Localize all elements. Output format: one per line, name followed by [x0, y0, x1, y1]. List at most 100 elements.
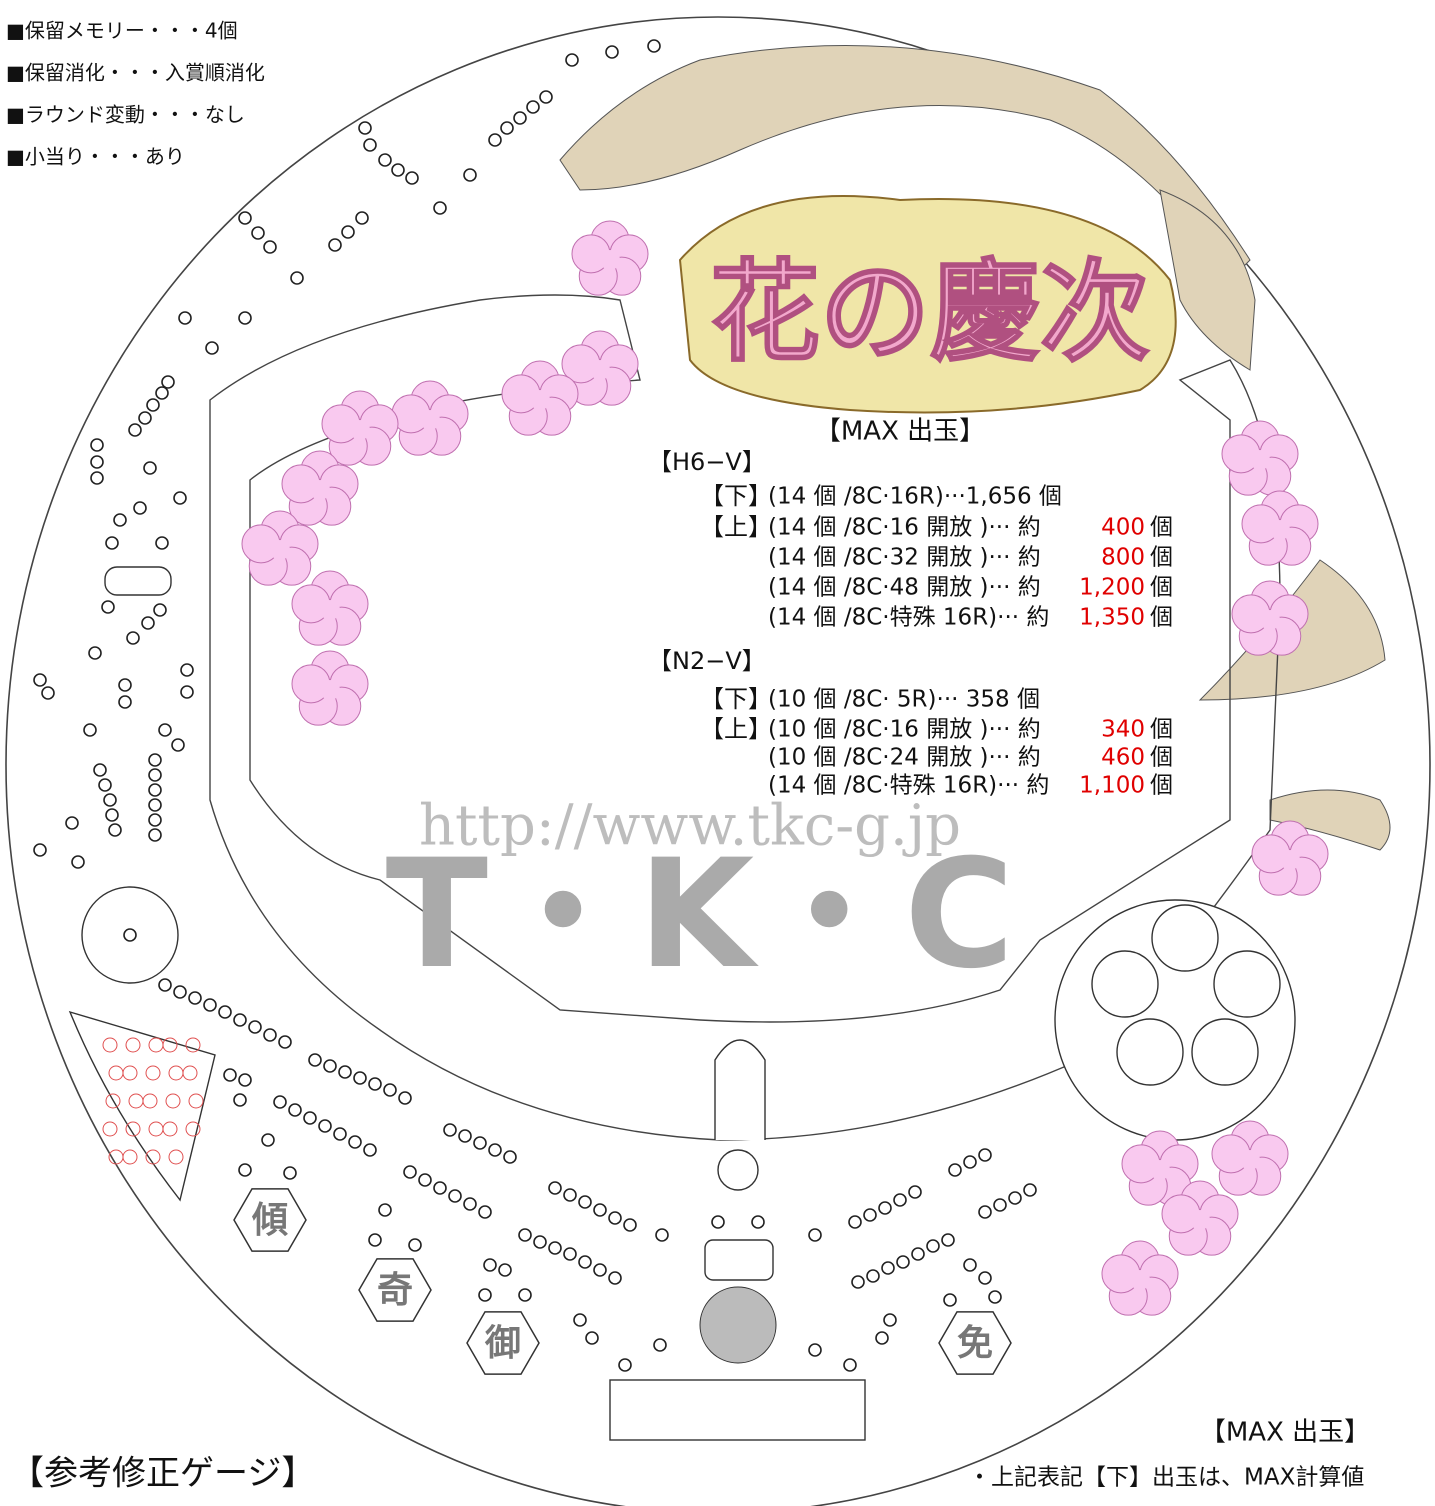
pin	[378, 153, 392, 167]
pin	[433, 201, 447, 215]
row-value: 460	[1101, 745, 1145, 771]
petal-core	[1280, 850, 1300, 870]
pin	[123, 928, 137, 942]
mini-blossom	[102, 1037, 118, 1053]
pin	[573, 1313, 587, 1327]
pin	[593, 1203, 607, 1217]
pin	[133, 501, 147, 515]
info-item: ■小当り・・・あり	[6, 145, 185, 169]
petal-core	[530, 390, 550, 410]
pin	[593, 1263, 607, 1277]
pin	[113, 513, 127, 527]
pin	[90, 471, 104, 485]
pin	[108, 823, 122, 837]
pin	[238, 211, 252, 225]
pin	[539, 90, 553, 104]
badge-hex	[233, 1188, 307, 1252]
pin	[988, 1290, 1002, 1304]
pin	[288, 1103, 302, 1117]
pin	[963, 1155, 977, 1169]
row-label: 【上】	[700, 715, 772, 743]
watermark-url: http://www.tkc-g.jp	[419, 794, 961, 859]
pin	[118, 678, 132, 692]
mini-blossom	[162, 1121, 178, 1137]
pin	[126, 631, 140, 645]
pin	[647, 39, 661, 53]
petal-core	[270, 540, 290, 560]
pin	[378, 1203, 392, 1217]
frame-part	[1159, 189, 1256, 371]
pin	[893, 1193, 907, 1207]
board-outline	[5, 16, 1431, 1506]
pin	[338, 1065, 352, 1079]
mini-blossom	[162, 1037, 178, 1053]
mini-blossom	[145, 1149, 161, 1165]
pin	[290, 271, 304, 285]
mini-blossom	[165, 1093, 181, 1109]
row-label: 【上】	[700, 513, 772, 541]
logo-frame	[678, 195, 1177, 414]
pin	[148, 768, 162, 782]
panel-title: 【MAX 出玉】	[815, 417, 985, 447]
pin	[483, 1258, 497, 1272]
pin	[171, 738, 185, 752]
pin	[548, 1241, 562, 1255]
pin	[90, 438, 104, 452]
pin	[328, 238, 342, 252]
petal-core	[1190, 1210, 1210, 1230]
mini-blossom	[182, 1065, 198, 1081]
watermark-brand: T・K・C	[386, 828, 1015, 1002]
pin	[148, 813, 162, 827]
pin	[143, 461, 157, 475]
notes: ・上記表記【下】出玉は、MAX計算値	[968, 1465, 1364, 1491]
pin	[943, 1293, 957, 1307]
info-item: ■ラウンド変動・・・なし	[6, 103, 245, 127]
note-title: 【MAX 出玉】	[1200, 1418, 1370, 1448]
pin	[233, 1093, 247, 1107]
pin	[473, 1136, 487, 1150]
row-unit: 個	[1150, 575, 1173, 601]
pin	[263, 1028, 277, 1042]
pin	[173, 985, 187, 999]
pin	[585, 1331, 599, 1345]
row-unit: 個	[1150, 773, 1173, 799]
pin	[863, 1208, 877, 1222]
pin	[488, 133, 502, 147]
info-list: ■保留メモリー・・・4個 ■保留消化・・・入賞順消化 ■ラウンド変動・・・なし ■小当…	[6, 19, 265, 169]
pin	[173, 491, 187, 505]
pin	[368, 1233, 382, 1247]
center-frame	[209, 294, 1281, 1141]
pin	[978, 1271, 992, 1285]
pin	[341, 225, 355, 239]
row-unit: 個	[1150, 717, 1173, 743]
pin	[128, 423, 142, 437]
pin	[105, 536, 119, 550]
mini-blossom	[125, 1037, 141, 1053]
pin	[348, 1135, 362, 1149]
pin	[518, 1228, 532, 1242]
pin	[478, 1205, 492, 1219]
pin	[463, 168, 477, 182]
frame-part	[1269, 789, 1391, 851]
pin	[273, 1095, 287, 1109]
pin	[238, 1163, 252, 1177]
pin	[308, 1053, 322, 1067]
info-item: ■保留消化・・・入賞順消化	[6, 61, 265, 85]
windmill-slot	[1116, 1018, 1184, 1086]
attacker	[704, 1239, 774, 1281]
pin	[363, 1143, 377, 1157]
row-text: (14 個 /8C·特殊 16R)··· 約	[768, 605, 1049, 631]
pin	[391, 163, 405, 177]
pin	[433, 1181, 447, 1195]
pin	[158, 978, 172, 992]
pin	[878, 1201, 892, 1215]
petal-core	[350, 420, 370, 440]
pin	[655, 1228, 669, 1242]
pin	[138, 411, 152, 425]
row-text: (10 個 /8C· 5R)··· 358 個	[768, 687, 1040, 713]
petal-core	[1250, 450, 1270, 470]
badges: 傾奇御 免	[233, 1188, 1012, 1375]
pin	[205, 341, 219, 355]
pin	[578, 1195, 592, 1209]
pin	[103, 793, 117, 807]
